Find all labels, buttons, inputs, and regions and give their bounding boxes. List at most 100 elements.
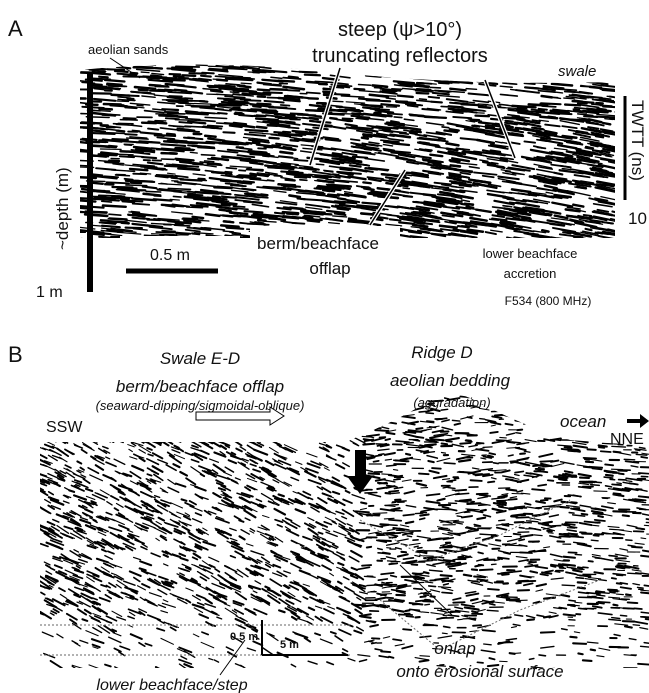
reflector <box>433 563 444 565</box>
reflector <box>365 71 384 73</box>
reflector <box>191 184 201 185</box>
reflector <box>559 536 570 537</box>
reflector <box>356 406 363 409</box>
reflector <box>130 472 140 479</box>
reflector <box>416 437 423 438</box>
reflector <box>152 73 164 74</box>
reflector <box>453 69 472 71</box>
reflector <box>205 136 215 137</box>
reflector <box>594 572 602 573</box>
reflector <box>378 449 389 450</box>
reflector <box>143 512 153 515</box>
reflector <box>621 615 627 616</box>
reflector <box>142 544 147 547</box>
reflector <box>93 128 104 129</box>
reflector <box>327 211 344 213</box>
reflector <box>142 432 153 437</box>
reflector <box>515 615 523 616</box>
reflector <box>161 86 168 87</box>
reflector <box>303 584 309 586</box>
reflector <box>645 417 649 418</box>
reflector <box>355 604 366 605</box>
reflector <box>130 457 137 459</box>
reflector <box>638 664 649 665</box>
reflector <box>293 140 300 141</box>
reflector <box>211 91 222 92</box>
reflector <box>500 94 517 96</box>
reflector <box>195 120 215 122</box>
reflector <box>275 520 283 523</box>
reflector <box>233 63 247 64</box>
reflector <box>613 161 623 163</box>
reflector <box>205 117 227 118</box>
reflector <box>109 221 127 222</box>
reflector <box>270 89 286 90</box>
reflector <box>569 600 575 601</box>
reflector <box>599 68 621 70</box>
reflector <box>553 89 576 90</box>
reflector <box>523 62 543 64</box>
reflector <box>516 557 527 558</box>
reflector <box>587 82 608 84</box>
reflector <box>490 153 505 155</box>
reflector <box>176 66 199 67</box>
reflector <box>595 520 605 521</box>
reflector <box>364 136 372 137</box>
reflector <box>142 96 155 97</box>
reflector <box>479 78 501 79</box>
reflector <box>226 84 240 85</box>
reflector <box>107 83 122 84</box>
reflector <box>315 633 320 635</box>
reflector <box>614 452 621 453</box>
reflector <box>564 614 575 615</box>
reflector <box>292 71 298 72</box>
reflector <box>50 613 54 615</box>
reflector <box>77 62 96 64</box>
reflector <box>59 400 66 405</box>
reflector <box>167 417 173 420</box>
reflector <box>473 625 481 626</box>
reflector <box>247 648 255 651</box>
reflector <box>626 540 632 541</box>
reflector <box>225 467 233 472</box>
reflector <box>319 439 325 442</box>
reflector <box>109 145 117 146</box>
reflector <box>504 552 510 553</box>
reflector <box>101 432 109 438</box>
reflector <box>529 551 535 552</box>
reflector <box>315 606 321 608</box>
reflector <box>406 522 413 523</box>
reflector <box>108 551 114 553</box>
reflector <box>476 116 489 117</box>
reflector <box>639 401 649 403</box>
reflector <box>467 527 478 530</box>
reflector <box>610 529 624 530</box>
reflector <box>206 214 220 216</box>
reflector <box>396 530 409 531</box>
reflector <box>481 458 486 459</box>
reflector <box>324 522 331 525</box>
reflector <box>500 437 506 438</box>
reflector <box>442 580 453 581</box>
reflector <box>542 524 551 526</box>
reflector <box>111 478 116 481</box>
reflector <box>44 562 50 565</box>
reflector <box>254 450 267 455</box>
reflector <box>68 403 72 404</box>
reflector <box>214 423 220 427</box>
reflector <box>307 82 318 83</box>
reflector <box>151 148 160 149</box>
reflector <box>577 465 588 467</box>
reflector <box>632 547 642 548</box>
reflector <box>64 501 69 503</box>
reflector <box>139 643 145 646</box>
reflector <box>407 239 426 242</box>
reflector <box>298 618 307 621</box>
reflector <box>420 636 431 637</box>
reflector <box>209 658 213 659</box>
reflector <box>631 466 638 467</box>
reflector <box>516 239 525 241</box>
reflector <box>55 565 62 568</box>
reflector <box>572 436 581 438</box>
reflector <box>428 461 433 462</box>
